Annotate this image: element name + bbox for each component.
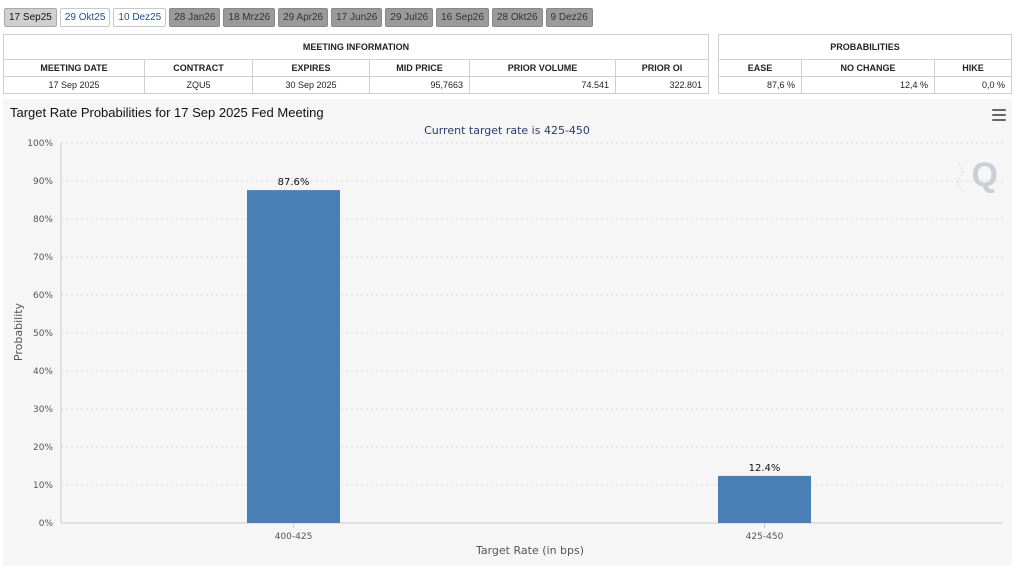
chart-menu-icon[interactable]: [992, 109, 1006, 121]
bar-data-label: 87.6%: [278, 177, 310, 188]
y-tick-label: 0%: [39, 519, 54, 529]
y-tick-label: 10%: [33, 481, 53, 491]
cell-meeting-date: 17 Sep 2025: [3, 76, 145, 94]
header-mid-price: MID PRICE: [369, 59, 470, 77]
cell-prior-volume: 74.541: [469, 76, 616, 94]
cell-no-change: 12,4 %: [801, 76, 935, 94]
header-hike: HIKE: [934, 59, 1012, 77]
tab-17-sep25[interactable]: 17 Sep25: [4, 8, 57, 27]
cell-prior-oi: 322.801: [615, 76, 709, 94]
table-row: 87,6 % 12,4 % 0,0 %: [718, 76, 1012, 94]
tab-29-okt25[interactable]: 29 Okt25: [59, 8, 111, 27]
x-tick-label: 425-450: [746, 532, 784, 542]
y-tick-label: 60%: [33, 291, 53, 301]
y-tick-label: 20%: [33, 443, 53, 453]
x-tick-label: 400-425: [275, 532, 313, 542]
cell-ease: 87,6 %: [718, 76, 802, 94]
meeting-date-tabs: 17 Sep25 29 Okt25 10 Dez25 28 Jan26 18 Mrz26…: [4, 8, 593, 27]
probabilities-title: PROBABILITIES: [718, 34, 1012, 60]
tab-10-dez25[interactable]: 10 Dez25: [113, 8, 167, 27]
cell-hike: 0,0 %: [934, 76, 1012, 94]
y-tick-label: 50%: [33, 329, 53, 339]
tab-29-jul26[interactable]: 29 Jul26: [385, 8, 434, 27]
y-tick-label: 40%: [33, 367, 53, 377]
q-logo-icon: Q: [956, 156, 998, 195]
header-contract: CONTRACT: [144, 59, 253, 77]
header-prior-oi: PRIOR OI: [615, 59, 709, 77]
probabilities-table: PROBABILITIES EASE NO CHANGE HIKE 87,6 %…: [718, 34, 1012, 94]
tab-29-apr26[interactable]: 29 Apr26: [278, 8, 329, 27]
y-tick-label: 90%: [33, 177, 53, 187]
y-tick-label: 30%: [33, 405, 53, 415]
header-meeting-date: MEETING DATE: [3, 59, 145, 77]
meeting-information-table: MEETING INFORMATION MEETING DATE CONTRAC…: [3, 34, 709, 94]
bar-400-425[interactable]: [247, 190, 340, 523]
tab-18-mrz26[interactable]: 18 Mrz26: [223, 8, 276, 27]
tab-16-sep26[interactable]: 16 Sep26: [436, 8, 489, 27]
cell-contract: ZQU5: [144, 76, 253, 94]
chart-panel: 0% 10% 20% 30% 40% 50% 60% 70% 80% 90% 100% 87.6% 40…: [3, 99, 1012, 566]
header-expires: EXPIRES: [252, 59, 370, 77]
tab-9-dez26[interactable]: 9 Dez26: [545, 8, 593, 27]
y-axis-title: Probability: [12, 302, 25, 361]
header-no-change: NO CHANGE: [801, 59, 935, 77]
cell-mid-price: 95,7663: [369, 76, 470, 94]
x-axis-title: Target Rate (in bps): [475, 544, 584, 557]
table-row: 17 Sep 2025 ZQU5 30 Sep 2025 95,7663 74.…: [3, 76, 709, 94]
bar-data-label: 12.4%: [749, 463, 781, 474]
y-tick-label: 70%: [33, 253, 53, 263]
tab-28-okt26[interactable]: 28 Okt26: [491, 8, 543, 27]
meeting-information-title: MEETING INFORMATION: [3, 34, 709, 60]
chart-title: Target Rate Probabilities for 17 Sep 202…: [10, 105, 324, 120]
chart-subtitle: Current target rate is 425-450: [424, 124, 590, 137]
bar-425-450[interactable]: [718, 475, 811, 523]
tab-28-jan26[interactable]: 28 Jan26: [169, 8, 221, 27]
tab-17-jun26[interactable]: 17 Jun26: [331, 8, 383, 27]
header-ease: EASE: [718, 59, 802, 77]
probability-bar-chart: 0% 10% 20% 30% 40% 50% 60% 70% 80% 90% 100% 87.6% 40…: [12, 124, 1003, 557]
y-tick-label: 100%: [27, 139, 53, 149]
cell-expires: 30 Sep 2025: [252, 76, 370, 94]
y-tick-label: 80%: [33, 215, 53, 225]
header-prior-volume: PRIOR VOLUME: [469, 59, 616, 77]
